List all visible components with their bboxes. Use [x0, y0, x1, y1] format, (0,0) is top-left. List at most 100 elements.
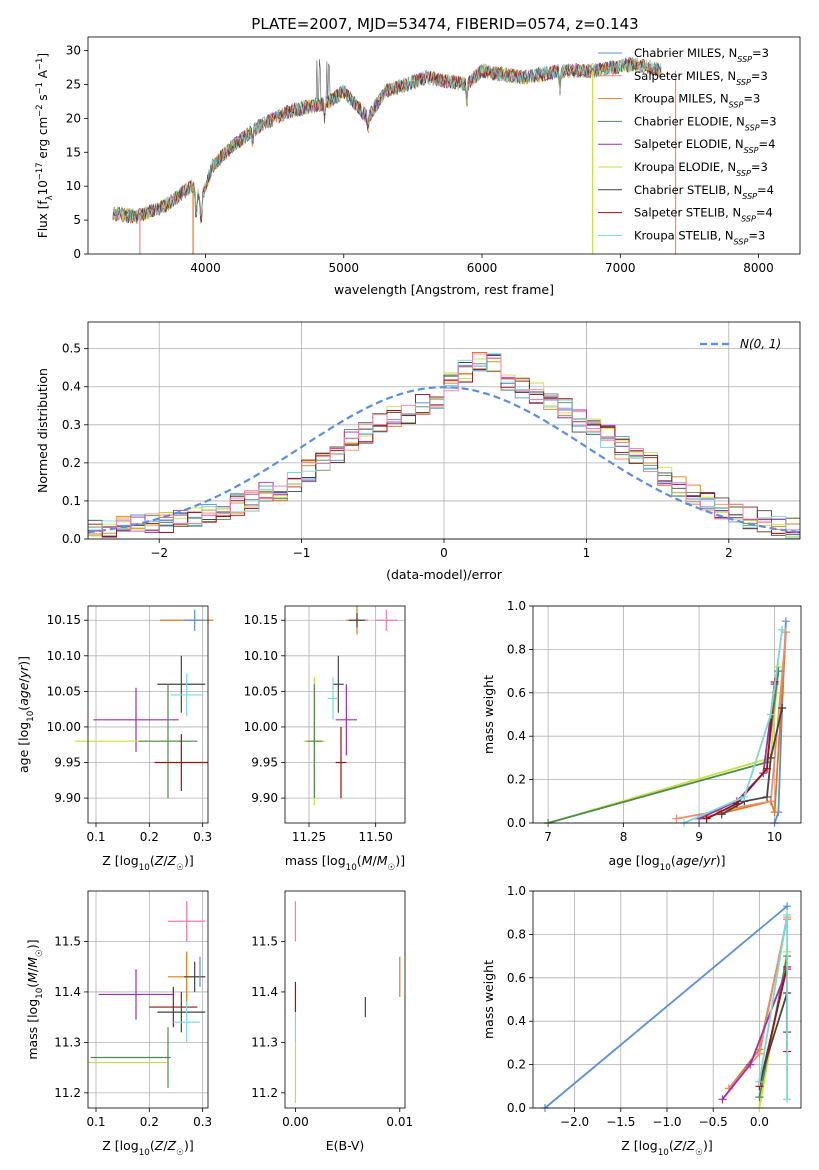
- y-axis-label: Normed distribution: [35, 368, 50, 493]
- x-axis-label: E(B-V): [326, 1138, 365, 1153]
- weight-line: [683, 629, 783, 824]
- weight-marker: [781, 617, 790, 626]
- weight-series-salpeter-elodie: [718, 965, 792, 1104]
- y-tick-label: 10.05: [244, 684, 278, 698]
- label-part: Salpeter STELIB, N: [634, 206, 741, 220]
- errorbar-points: [303, 606, 397, 806]
- y-tick-label: 10.00: [47, 720, 81, 734]
- label-part: Chabrier MILES, N: [634, 46, 737, 60]
- label-part: 10: [658, 1148, 669, 1158]
- label-part: ☉: [35, 949, 45, 957]
- errorbar-kroupa-stelib: [170, 673, 203, 717]
- legend-entry-chabrier-elodie: Chabrier ELODIE, NSSP=3: [634, 114, 777, 131]
- label-part: λ: [44, 195, 54, 200]
- x-axis-label: Z [log10(Z/Z☉)]: [102, 853, 194, 873]
- histogram-steps: [88, 351, 800, 540]
- label-part: (: [150, 853, 155, 868]
- label-part: Z: [154, 1138, 164, 1153]
- y-tick-label: 0.0: [507, 1101, 526, 1115]
- axes-frame: [87, 890, 209, 1109]
- errorbar-chabrier-elodie: [138, 684, 198, 799]
- y-axis-label: age [log10(age/yr)]: [16, 656, 36, 773]
- axes-frame: [532, 890, 802, 1109]
- x-tick-label: 9: [695, 830, 703, 844]
- y-tick-label: 25: [66, 77, 81, 91]
- label-part: ]: [36, 53, 50, 58]
- x-axis-label: wavelength [Angstrom, rest frame]: [334, 282, 554, 297]
- weight-series-salpeter-miles: [724, 913, 792, 1093]
- weight-marker: [755, 1049, 764, 1058]
- axes-frame: [87, 36, 801, 255]
- spectrum-panel: 4000 5000 6000 7000 8000 0 5 10 15 20 25 30 Chabrier…: [34, 36, 801, 297]
- legend-entry-kroupa-miles: Kroupa MILES, NSSP=3: [634, 92, 760, 110]
- y-tick-label: 11.5: [54, 934, 81, 948]
- y-tick-label: 10.15: [47, 613, 81, 627]
- weight-marker: [778, 625, 787, 634]
- weight-marker: [672, 814, 681, 823]
- label-part: 10: [36, 180, 50, 195]
- label-part: )]: [184, 853, 194, 868]
- label-part: )]: [16, 656, 31, 666]
- label-part: yr: [702, 853, 716, 868]
- weight-series-kroupa-elodie: [544, 662, 783, 827]
- axis-ticks: 11.25 11.50 9.90 9.95 10.00 10.05 10.10 10.15: [244, 613, 393, 844]
- label-part: mass weight: [481, 675, 496, 754]
- label-part: −2: [34, 104, 44, 116]
- x-tick-label: 0.3: [193, 1115, 212, 1129]
- y-tick-label: 0.8: [507, 642, 526, 656]
- errorbar-salpeter-stelib: [335, 726, 347, 799]
- label-part: =3: [751, 69, 768, 83]
- x-axis-label: (data-model)/error: [386, 567, 503, 582]
- y-tick-label: 20: [66, 111, 81, 125]
- weight-marker: [755, 1077, 764, 1086]
- label-part: A: [36, 69, 50, 82]
- weight-line: [721, 968, 788, 1100]
- x-tick-label: −2: [150, 546, 168, 560]
- label-part: Z [log: [621, 1138, 657, 1153]
- weight-series-kroupa-miles: [695, 628, 790, 823]
- label-part: SSP: [745, 123, 760, 132]
- legend-entry-salpeter-elodie: Salpeter ELODIE, NSSP=4: [634, 137, 775, 155]
- age-vs-mass-panel: 11.25 11.50 9.90 9.95 10.00 10.05 10.10 10.15 ma…: [244, 605, 406, 873]
- label-part: ☉: [176, 1148, 184, 1158]
- label-part: Z: [167, 1138, 177, 1153]
- label-part: (: [671, 853, 676, 868]
- label-part: E(B-V): [326, 1138, 365, 1153]
- y-tick-label: 9.90: [54, 791, 81, 805]
- weight-marker: [718, 1095, 727, 1104]
- axes-frame: [532, 605, 802, 824]
- label-part: M: [25, 972, 40, 983]
- label-part: Z: [673, 1138, 683, 1153]
- weight-marker: [766, 797, 775, 806]
- errorbar-kroupa-stelib: [173, 1002, 200, 1043]
- y-tick-label: 0: [73, 247, 81, 261]
- weight-series-kroupa-stelib: [755, 910, 792, 1104]
- label-part: ☉: [388, 863, 396, 873]
- errorbar-chabrier-elodie: [306, 684, 323, 799]
- label-part: /: [16, 678, 31, 683]
- x-tick-label: 7: [544, 830, 552, 844]
- label-part: (: [669, 1138, 674, 1153]
- weight-marker: [763, 792, 772, 801]
- label-part: Chabrier ELODIE, N: [634, 114, 745, 128]
- weight-marker: [766, 753, 775, 762]
- label-part: )]: [716, 853, 726, 868]
- x-tick-label: 1: [583, 546, 591, 560]
- grid-lines: [88, 891, 208, 1108]
- x-tick-label: −1.0: [652, 1115, 681, 1129]
- x-tick-label: 4000: [190, 261, 221, 275]
- y-tick-label: 9.95: [251, 756, 278, 770]
- errorbar-salpeter-elodie: [98, 969, 174, 1020]
- x-tick-label: 5000: [328, 261, 359, 275]
- errorbar-chabrier-stelib: [157, 991, 206, 1033]
- label-part: 10: [346, 863, 357, 873]
- x-tick-label: 0: [440, 546, 448, 560]
- y-tick-label: 0.5: [62, 342, 81, 356]
- weight-marker: [783, 902, 792, 911]
- label-part: s: [36, 94, 50, 104]
- x-tick-label: 8: [620, 830, 628, 844]
- y-tick-label: 0.0: [507, 816, 526, 830]
- x-tick-label: 11.25: [292, 830, 326, 844]
